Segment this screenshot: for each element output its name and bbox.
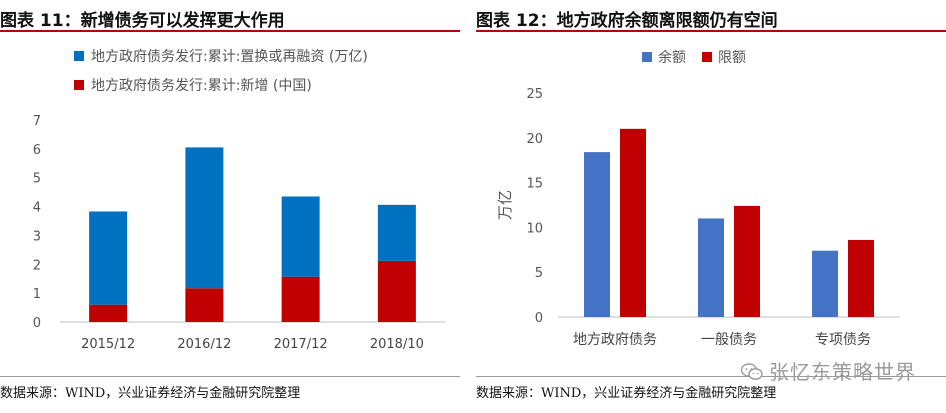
bar-1-1 [734, 205, 760, 317]
y-tick-label: 4 [33, 201, 41, 216]
legend-swatch-1 [702, 52, 712, 62]
legend-swatch-0 [74, 80, 84, 90]
x-tick-label: 2015/12 [81, 337, 135, 352]
legend-swatch-1 [74, 51, 84, 61]
x-tick-label: 一般债务 [701, 332, 757, 348]
watermark: 张忆东策略世界 [740, 356, 916, 385]
legend-label-1: 限额 [718, 50, 746, 66]
figure-11-bottom-rule [0, 376, 460, 377]
x-tick-label: 2016/12 [177, 337, 231, 352]
figure-11-source: 数据来源：WIND，兴业证券经济与金融研究院整理 [0, 386, 301, 401]
bar-segment-1-0 [89, 211, 128, 305]
y-tick-label: 3 [33, 229, 41, 244]
y-axis-title: 万亿 [496, 190, 514, 220]
bar-1-2 [848, 239, 874, 317]
bar-0-2 [812, 250, 838, 317]
bar-segment-1-3 [377, 204, 416, 261]
bar-segment-0-0 [89, 304, 128, 322]
legend-swatch-0 [642, 52, 652, 62]
wechat-icon [740, 362, 763, 380]
bar-1-0 [620, 128, 646, 317]
bar-segment-1-1 [185, 147, 224, 289]
x-tick-label: 2017/12 [274, 337, 328, 352]
bar-segment-1-2 [281, 196, 320, 277]
figure-12-title: 图表 12：地方政府余额离限额仍有空间 [476, 11, 778, 31]
legend-label-1: 地方政府债务发行:累计:置换或再融资 (万亿) [91, 48, 368, 65]
y-tick-label: 5 [535, 266, 543, 281]
y-tick-label: 5 [33, 172, 41, 187]
y-tick-label: 6 [33, 143, 41, 158]
figure-12-title-rule [476, 30, 946, 32]
figure-12-source: 数据来源：WIND，兴业证券经济与金融研究院整理 [476, 386, 777, 401]
watermark-text: 张忆东策略世界 [769, 360, 916, 384]
bar-segment-0-1 [185, 288, 224, 322]
x-tick-label: 地方政府债务 [573, 332, 657, 348]
legend-label-0: 地方政府债务发行:累计:新增 (中国) [91, 78, 312, 94]
y-tick-label: 0 [33, 316, 41, 331]
bar-0-0 [584, 152, 610, 317]
figure-12-panel: 图表 12：地方政府余额离限额仍有空间 余额 限额万亿 0 5 10 15 20 25 地方政府… [470, 0, 946, 413]
y-tick-label: 1 [33, 287, 41, 302]
figure-11-title: 图表 11：新增债务可以发挥更大作用 [0, 11, 285, 31]
x-tick-label: 专项债务 [815, 332, 871, 348]
y-tick-label: 10 [526, 221, 543, 236]
y-tick-label: 15 [526, 177, 543, 192]
y-tick-label: 7 [33, 114, 41, 129]
y-tick-label: 20 [526, 132, 543, 147]
legend-label-0: 余额 [658, 49, 686, 66]
bar-segment-0-3 [377, 260, 416, 322]
x-tick-label: 2018/10 [370, 337, 424, 352]
y-tick-label: 2 [33, 258, 41, 273]
figure-12-bottom-rule [476, 376, 946, 377]
bar-segment-0-2 [281, 276, 320, 322]
figure-11-panel: 图表 11：新增债务可以发挥更大作用 地方政府债务发行:累计:置换或再融资 (万… [0, 0, 470, 413]
figure-11-title-rule [0, 30, 460, 32]
bar-0-1 [698, 218, 724, 317]
figure-11-chart: 地方政府债务发行:累计:置换或再融资 (万亿) 地方政府债务发行:累计:新增 (中… [33, 48, 445, 352]
y-tick-label: 0 [535, 311, 543, 326]
y-tick-label: 25 [526, 87, 543, 102]
